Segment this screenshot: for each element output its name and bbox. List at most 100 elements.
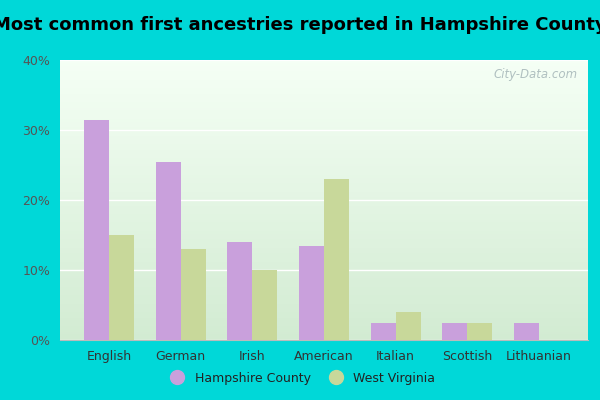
Bar [60,119,588,122]
Bar [60,122,588,124]
Bar [324,179,349,340]
Bar [60,225,588,228]
Bar [60,169,588,172]
Bar [60,332,588,334]
Bar [60,178,588,180]
Bar [60,292,588,295]
Bar [60,194,588,197]
Bar [60,206,588,208]
Bar [60,301,588,304]
Bar [60,66,588,68]
Bar [60,161,588,164]
Bar [109,235,134,340]
Bar [60,105,588,108]
Bar [60,71,588,74]
Text: Most common first ancestries reported in Hampshire County: Most common first ancestries reported in… [0,16,600,34]
Bar [60,116,588,119]
Bar [60,228,588,231]
Bar [60,155,588,158]
Bar [60,220,588,222]
Bar [442,322,467,340]
Bar [60,172,588,175]
Bar [60,183,588,186]
Bar [60,189,588,192]
Bar [60,200,588,203]
Bar [60,203,588,206]
Bar [60,334,588,337]
Bar [60,74,588,77]
Bar [60,94,588,96]
Bar [60,110,588,113]
Bar [60,256,588,259]
Bar [60,136,588,138]
Bar [371,322,395,340]
Bar [60,99,588,102]
Bar [467,322,493,340]
Bar [60,63,588,66]
Bar [60,141,588,144]
Bar [60,222,588,225]
Bar [60,309,588,312]
Bar [60,267,588,270]
Bar [60,281,588,284]
Bar [60,248,588,250]
Bar [60,276,588,278]
Bar [60,68,588,71]
Bar [60,138,588,141]
Bar [60,180,588,183]
Bar [60,85,588,88]
Bar [60,150,588,152]
Bar [60,304,588,306]
Bar [60,80,588,82]
Bar [60,144,588,147]
Bar [60,127,588,130]
Bar [60,315,588,318]
Bar [60,158,588,161]
Bar [60,108,588,110]
Bar [60,278,588,281]
Bar [60,217,588,220]
Bar [60,231,588,234]
Bar [60,337,588,340]
Bar [60,329,588,332]
Bar [395,312,421,340]
Bar [299,246,324,340]
Bar [60,147,588,150]
Bar [60,124,588,127]
Bar [253,270,277,340]
Bar [60,259,588,262]
Bar [60,197,588,200]
Bar [60,152,588,155]
Bar [60,211,588,214]
Bar [60,88,588,91]
Bar [181,249,206,340]
Bar [60,273,588,276]
Bar [60,318,588,320]
Bar [60,323,588,326]
Bar [60,264,588,267]
Bar [60,77,588,80]
Bar [60,306,588,309]
Bar [60,236,588,239]
Bar [60,175,588,178]
Bar [60,290,588,292]
Bar [227,242,253,340]
Bar [60,245,588,248]
Bar [60,102,588,105]
Bar [60,208,588,211]
Bar [60,113,588,116]
Bar [60,130,588,133]
Bar [60,60,588,63]
Bar [60,133,588,136]
Bar [60,164,588,166]
Bar [60,312,588,315]
Bar [60,250,588,253]
Bar [60,166,588,169]
Bar [60,270,588,273]
Bar [60,96,588,99]
Bar [60,239,588,242]
Text: City-Data.com: City-Data.com [493,68,577,82]
Bar [60,242,588,245]
Legend: Hampshire County, West Virginia: Hampshire County, West Virginia [160,367,440,390]
Bar [60,298,588,301]
